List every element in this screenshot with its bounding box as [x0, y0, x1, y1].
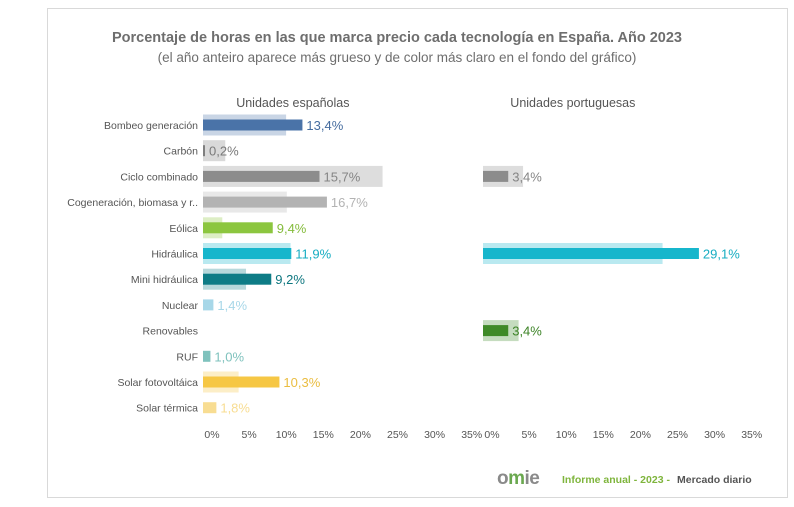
x-tick-label: 25%	[387, 429, 408, 441]
x-tick-label: 25%	[667, 429, 688, 441]
bar	[203, 222, 273, 234]
x-tick-label: 20%	[350, 429, 371, 441]
panel-title: Unidades portuguesas	[510, 96, 635, 110]
category-label: Solar fotovoltáica	[117, 377, 198, 389]
x-tick-label: 0%	[204, 429, 219, 441]
data-label: 1,8%	[220, 401, 250, 416]
data-label: 15,7%	[323, 169, 360, 184]
bar	[483, 248, 699, 259]
x-tick-label: 15%	[313, 429, 334, 441]
data-label: 11,9%	[295, 247, 331, 262]
data-label: 3,4%	[512, 169, 542, 184]
panel-title: Unidades españolas	[236, 96, 349, 110]
bar	[203, 273, 272, 285]
data-label: 16,7%	[331, 195, 368, 210]
data-label: 10,3%	[283, 375, 320, 390]
category-label: Hidráulica	[151, 249, 198, 261]
bar	[203, 248, 292, 259]
previous-year-bar	[203, 140, 226, 162]
x-tick-label: 5%	[242, 429, 257, 441]
data-label: 13,4%	[306, 118, 343, 133]
chart-title: Porcentaje de horas en las que marca pre…	[111, 30, 682, 46]
bar	[203, 145, 205, 157]
bar	[203, 196, 327, 208]
category-label: Ciclo combinado	[120, 171, 198, 183]
category-label: Solar térmica	[136, 403, 198, 415]
data-label: 1,0%	[214, 349, 244, 364]
category-label: Mini hidráulica	[131, 274, 198, 286]
bar	[203, 299, 214, 311]
bar	[203, 170, 320, 182]
data-label: 9,2%	[275, 272, 305, 287]
category-label: Cogeneración, biomasa y r..	[67, 197, 198, 209]
x-tick-label: 0%	[484, 429, 499, 441]
data-label: 1,4%	[217, 298, 247, 313]
category-label: RUF	[176, 351, 198, 363]
footer-report-label: Informe anual - 2023 -	[562, 474, 670, 486]
omie-logo: omie	[497, 468, 540, 489]
category-label: Eólica	[169, 223, 198, 235]
data-label: 0,2%	[209, 144, 239, 159]
bar	[203, 350, 211, 362]
x-tick-label: 30%	[704, 429, 725, 441]
bar	[203, 119, 303, 131]
x-tick-label: 5%	[522, 429, 537, 441]
x-tick-label: 30%	[424, 429, 445, 441]
category-label: Renovables	[143, 326, 198, 338]
category-label: Nuclear	[162, 300, 199, 312]
category-label: Carbón	[164, 146, 199, 158]
x-tick-label: 35%	[461, 429, 482, 441]
bar	[483, 325, 509, 337]
footer-market-label: Mercado diario	[677, 474, 752, 486]
data-label: 9,4%	[277, 221, 307, 236]
x-tick-label: 35%	[741, 429, 762, 441]
x-tick-label: 10%	[276, 429, 297, 441]
data-label: 3,4%	[512, 324, 542, 339]
x-tick-label: 15%	[593, 429, 614, 441]
x-tick-label: 20%	[630, 429, 651, 441]
bar	[483, 170, 509, 182]
bar	[203, 402, 217, 414]
data-label: 29,1%	[703, 247, 740, 262]
x-tick-label: 10%	[556, 429, 577, 441]
bar	[203, 376, 280, 388]
category-label: Bombeo generación	[104, 120, 198, 132]
chart-subtitle: (el año anteiro aparece más grueso y de …	[157, 50, 637, 65]
